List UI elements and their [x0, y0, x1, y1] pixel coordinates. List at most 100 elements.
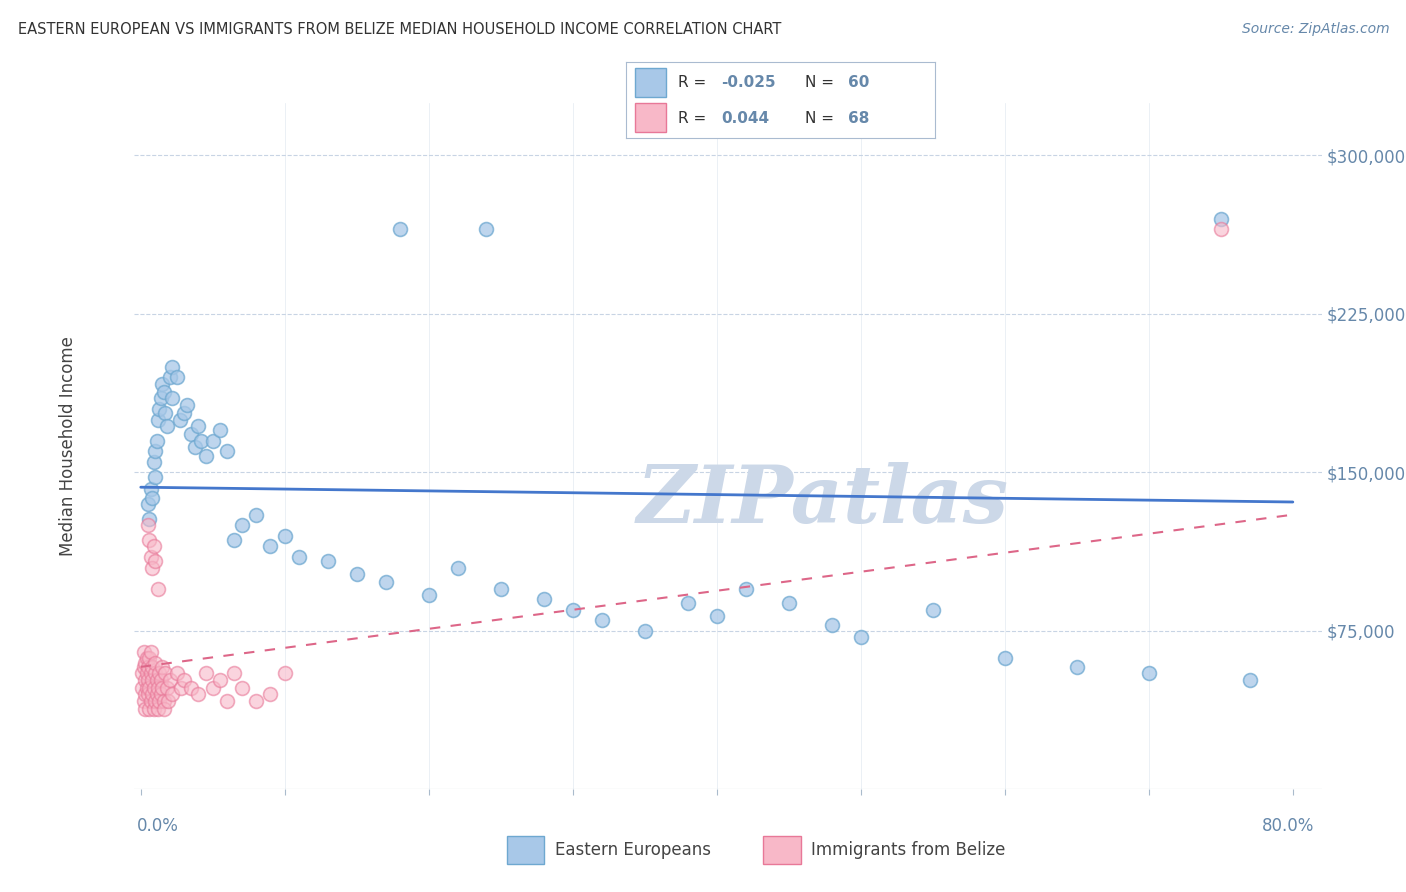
Point — [138, 512, 160, 526]
Point — [346, 566, 368, 581]
Text: N =: N = — [806, 111, 839, 126]
Point — [132, 693, 155, 707]
Point — [173, 406, 195, 420]
Point — [143, 666, 166, 681]
Point — [634, 624, 657, 638]
Point — [561, 603, 583, 617]
Point — [134, 687, 156, 701]
Point — [132, 660, 155, 674]
Point — [138, 702, 160, 716]
Text: R =: R = — [678, 75, 711, 90]
Point — [231, 518, 253, 533]
Point — [231, 681, 253, 695]
Point — [145, 673, 167, 687]
Point — [446, 560, 468, 574]
Point — [259, 687, 281, 701]
Point — [849, 630, 872, 644]
Point — [139, 549, 162, 564]
Point — [187, 687, 209, 701]
Point — [134, 673, 156, 687]
Point — [149, 673, 172, 687]
Point — [706, 609, 728, 624]
Point — [734, 582, 756, 596]
Point — [159, 673, 181, 687]
Point — [143, 469, 166, 483]
Point — [166, 370, 188, 384]
Point — [149, 687, 172, 701]
Text: -0.025: -0.025 — [721, 75, 776, 90]
Point — [155, 406, 177, 420]
Point — [141, 491, 163, 505]
Point — [156, 418, 179, 433]
Point — [176, 398, 198, 412]
Point — [134, 656, 156, 670]
Point — [1137, 666, 1160, 681]
Point — [156, 681, 179, 695]
Point — [135, 681, 157, 695]
Point — [150, 660, 173, 674]
Point — [141, 560, 163, 574]
Point — [208, 423, 231, 437]
Point — [155, 666, 177, 681]
Point — [136, 497, 159, 511]
Point — [150, 681, 173, 695]
FancyBboxPatch shape — [763, 836, 800, 863]
Point — [136, 687, 159, 701]
FancyBboxPatch shape — [506, 836, 544, 863]
Point — [921, 603, 943, 617]
Point — [143, 554, 166, 568]
Point — [146, 582, 169, 596]
Point — [388, 222, 411, 236]
Point — [131, 666, 153, 681]
Point — [190, 434, 212, 448]
Point — [208, 673, 231, 687]
Point — [180, 681, 202, 695]
Point — [157, 693, 180, 707]
Point — [150, 376, 173, 391]
Point — [139, 483, 162, 497]
Text: Immigrants from Belize: Immigrants from Belize — [811, 840, 1005, 859]
Point — [166, 666, 188, 681]
Point — [169, 412, 191, 426]
Point — [316, 554, 339, 568]
Point — [136, 673, 159, 687]
Point — [187, 418, 209, 433]
Point — [778, 597, 800, 611]
Point — [533, 592, 555, 607]
Point — [180, 427, 202, 442]
Point — [173, 673, 195, 687]
Point — [170, 681, 193, 695]
Point — [149, 392, 172, 406]
Text: Eastern Europeans: Eastern Europeans — [555, 840, 711, 859]
Text: Median Household Income: Median Household Income — [59, 336, 77, 556]
Point — [224, 533, 246, 547]
Text: 60: 60 — [848, 75, 870, 90]
FancyBboxPatch shape — [636, 103, 666, 132]
Point — [274, 666, 297, 681]
Point — [162, 392, 184, 406]
Point — [274, 529, 297, 543]
Point — [194, 666, 217, 681]
Point — [591, 613, 613, 627]
Point — [145, 687, 167, 701]
Point — [217, 693, 239, 707]
Point — [418, 588, 440, 602]
Point — [224, 666, 246, 681]
Point — [146, 702, 169, 716]
Point — [145, 434, 167, 448]
Point — [1209, 211, 1232, 226]
Point — [146, 681, 169, 695]
Point — [146, 412, 169, 426]
Point — [159, 370, 181, 384]
Point — [139, 666, 162, 681]
Point — [994, 651, 1017, 665]
Point — [141, 687, 163, 701]
Point — [143, 444, 166, 458]
Point — [132, 645, 155, 659]
Point — [1066, 660, 1088, 674]
Point — [153, 702, 176, 716]
Point — [162, 359, 184, 374]
Text: Source: ZipAtlas.com: Source: ZipAtlas.com — [1241, 22, 1389, 37]
Text: ZIPatlas: ZIPatlas — [637, 462, 1008, 540]
FancyBboxPatch shape — [636, 68, 666, 96]
